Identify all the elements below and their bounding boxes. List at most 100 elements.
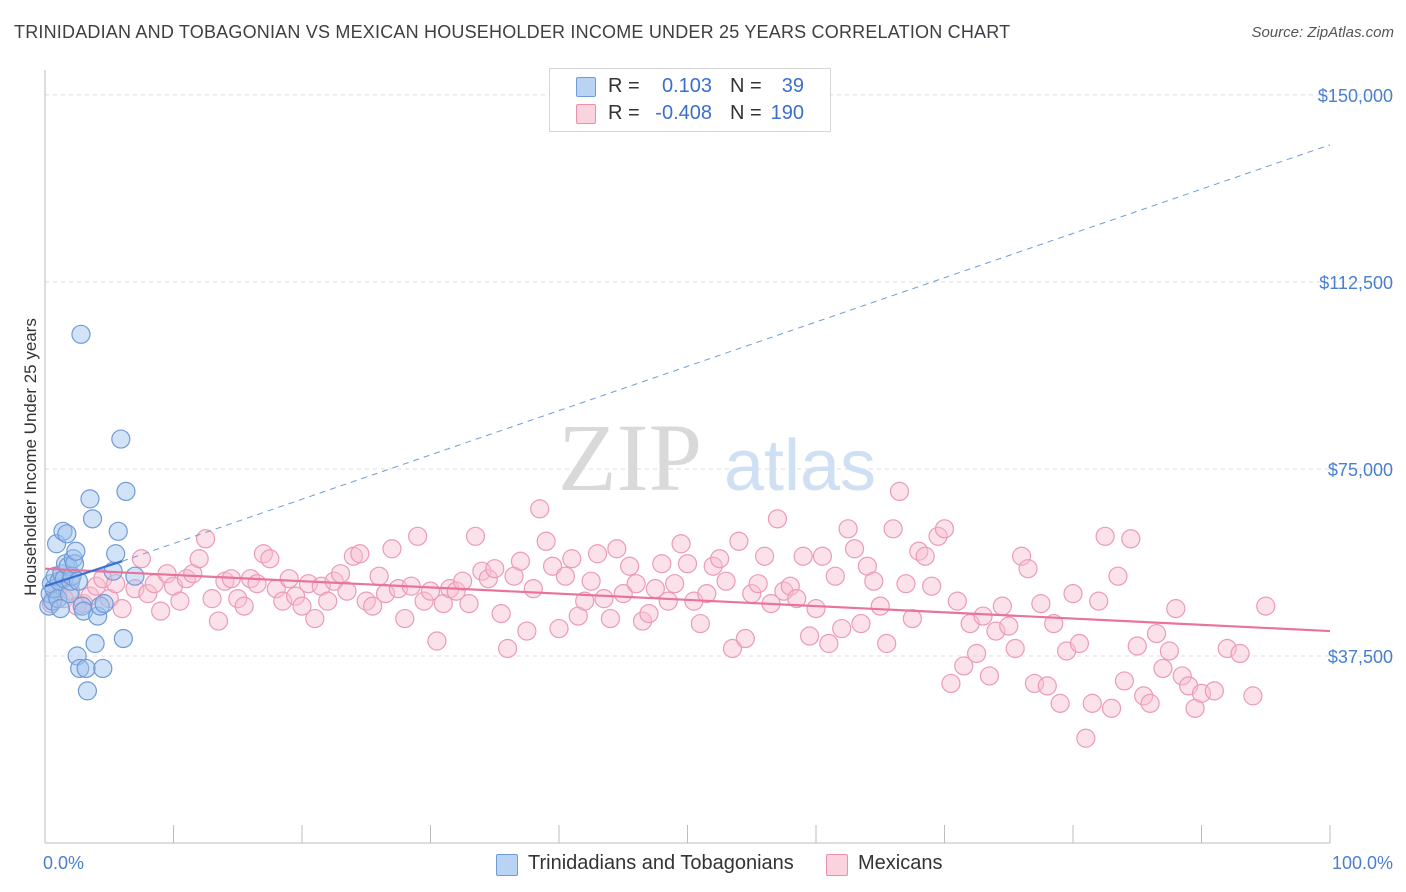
watermark-atlas: atlas xyxy=(724,426,876,506)
trinidadian-point xyxy=(93,658,113,679)
mexican-point xyxy=(1095,526,1115,546)
mexican-point xyxy=(1069,633,1090,654)
mexican-point xyxy=(131,549,151,569)
mexican-point xyxy=(1159,641,1179,661)
trinidadian-trend-extension xyxy=(121,144,1331,562)
mexican-point xyxy=(864,571,884,591)
mexican-point xyxy=(189,549,209,569)
mexican-points xyxy=(41,481,1276,748)
mexican-point xyxy=(909,541,929,561)
mexican-point xyxy=(922,576,942,596)
mexican-point xyxy=(363,596,383,616)
mexican-point xyxy=(93,569,113,589)
mexican-point xyxy=(330,564,351,584)
mexican-point xyxy=(677,554,698,574)
mexican-point xyxy=(1018,559,1038,579)
mexican-point xyxy=(465,526,486,546)
mexican-point xyxy=(806,599,826,619)
trend-lines xyxy=(44,144,1331,633)
mexican-point xyxy=(459,594,479,614)
mexican-point xyxy=(536,531,556,551)
mexican-point xyxy=(787,589,807,609)
trinidadian-point xyxy=(125,566,145,586)
mexican-point xyxy=(523,579,543,599)
y-tick-label: $150,000 xyxy=(1318,86,1393,106)
mexican-point xyxy=(896,574,916,594)
mexican-point xyxy=(1140,693,1160,713)
mexican-point xyxy=(838,519,858,539)
mexican-point xyxy=(305,608,325,629)
mexican-point xyxy=(1127,636,1147,656)
mexican-point xyxy=(350,544,370,564)
bottom-legend-swatch-trinidadian xyxy=(496,854,518,876)
mexican-point xyxy=(555,566,576,586)
mexican-point xyxy=(889,481,910,502)
trinidadian-point xyxy=(108,521,128,541)
mexican-point xyxy=(703,556,723,576)
mexican-point xyxy=(382,539,402,559)
mexican-point xyxy=(658,591,678,611)
mexican-point xyxy=(986,621,1006,641)
mexican-point xyxy=(324,571,344,591)
mexican-point xyxy=(478,569,498,589)
mexican-point xyxy=(1121,529,1141,549)
trinidadian-point xyxy=(76,658,96,679)
mexican-point xyxy=(1108,566,1128,586)
trinidadian-point xyxy=(106,544,126,564)
mexican-point xyxy=(369,566,389,586)
mexican-point xyxy=(542,556,563,576)
mexican-point xyxy=(1011,546,1032,566)
trinidadian-trend-line xyxy=(44,560,123,588)
mexican-point xyxy=(446,581,466,601)
tick-labels: $37,500 $75,000 $112,500 $150,000 0.0% 100.0% xyxy=(43,86,1393,873)
mexican-point xyxy=(1005,638,1025,659)
mexican-point xyxy=(613,584,633,604)
trinidadian-point xyxy=(85,633,105,654)
mexican-point xyxy=(690,613,710,634)
mexican-point xyxy=(941,673,961,694)
mexican-point xyxy=(151,601,171,621)
legend-row-mexican: R = -0.408 N = 190 xyxy=(550,100,830,126)
watermark-zip: ZIP xyxy=(558,404,702,511)
mexican-point xyxy=(825,566,845,586)
mexican-point xyxy=(414,591,434,611)
mexican-point xyxy=(1044,613,1064,634)
mexican-point xyxy=(86,576,107,596)
mexican-point xyxy=(273,591,293,611)
bottom-legend-label-trinidadian: Trinidadians and Tobagonians xyxy=(528,852,794,874)
mexican-point xyxy=(318,591,338,611)
mexican-point xyxy=(395,608,415,629)
mexican-point xyxy=(1134,686,1154,706)
legend-r-value: -0.408 xyxy=(655,102,712,124)
y-tick-label: $112,500 xyxy=(1319,273,1393,293)
trinidadian-point xyxy=(71,324,91,344)
mexican-point xyxy=(530,499,550,519)
axes xyxy=(44,70,1331,844)
mexican-point xyxy=(799,626,820,646)
mexican-point xyxy=(735,628,755,649)
mexican-point xyxy=(208,611,229,631)
mexican-point xyxy=(562,549,582,569)
mexican-point xyxy=(1230,643,1250,664)
mexican-point xyxy=(767,509,788,529)
mexican-point xyxy=(356,591,376,611)
mexican-point xyxy=(639,603,659,624)
mexican-point xyxy=(337,581,357,601)
mexican-point xyxy=(716,571,736,591)
mexican-point xyxy=(1089,591,1109,611)
mexican-point xyxy=(234,596,254,616)
mexican-point xyxy=(498,638,518,659)
legend-row-trinidadian: R = 0.103 N = 39 xyxy=(550,73,830,99)
mexican-point xyxy=(408,526,428,546)
mexican-point xyxy=(697,584,717,604)
mexican-point xyxy=(292,596,312,616)
trinidadian-point xyxy=(80,489,100,509)
mexican-point xyxy=(1153,658,1173,679)
mexican-point xyxy=(883,519,903,539)
mexican-point xyxy=(832,618,852,639)
mexican-point xyxy=(710,549,730,569)
mexican-point xyxy=(665,574,685,594)
trinidadian-point xyxy=(94,594,114,614)
bottom-legend-label-mexican: Mexicans xyxy=(858,852,943,874)
